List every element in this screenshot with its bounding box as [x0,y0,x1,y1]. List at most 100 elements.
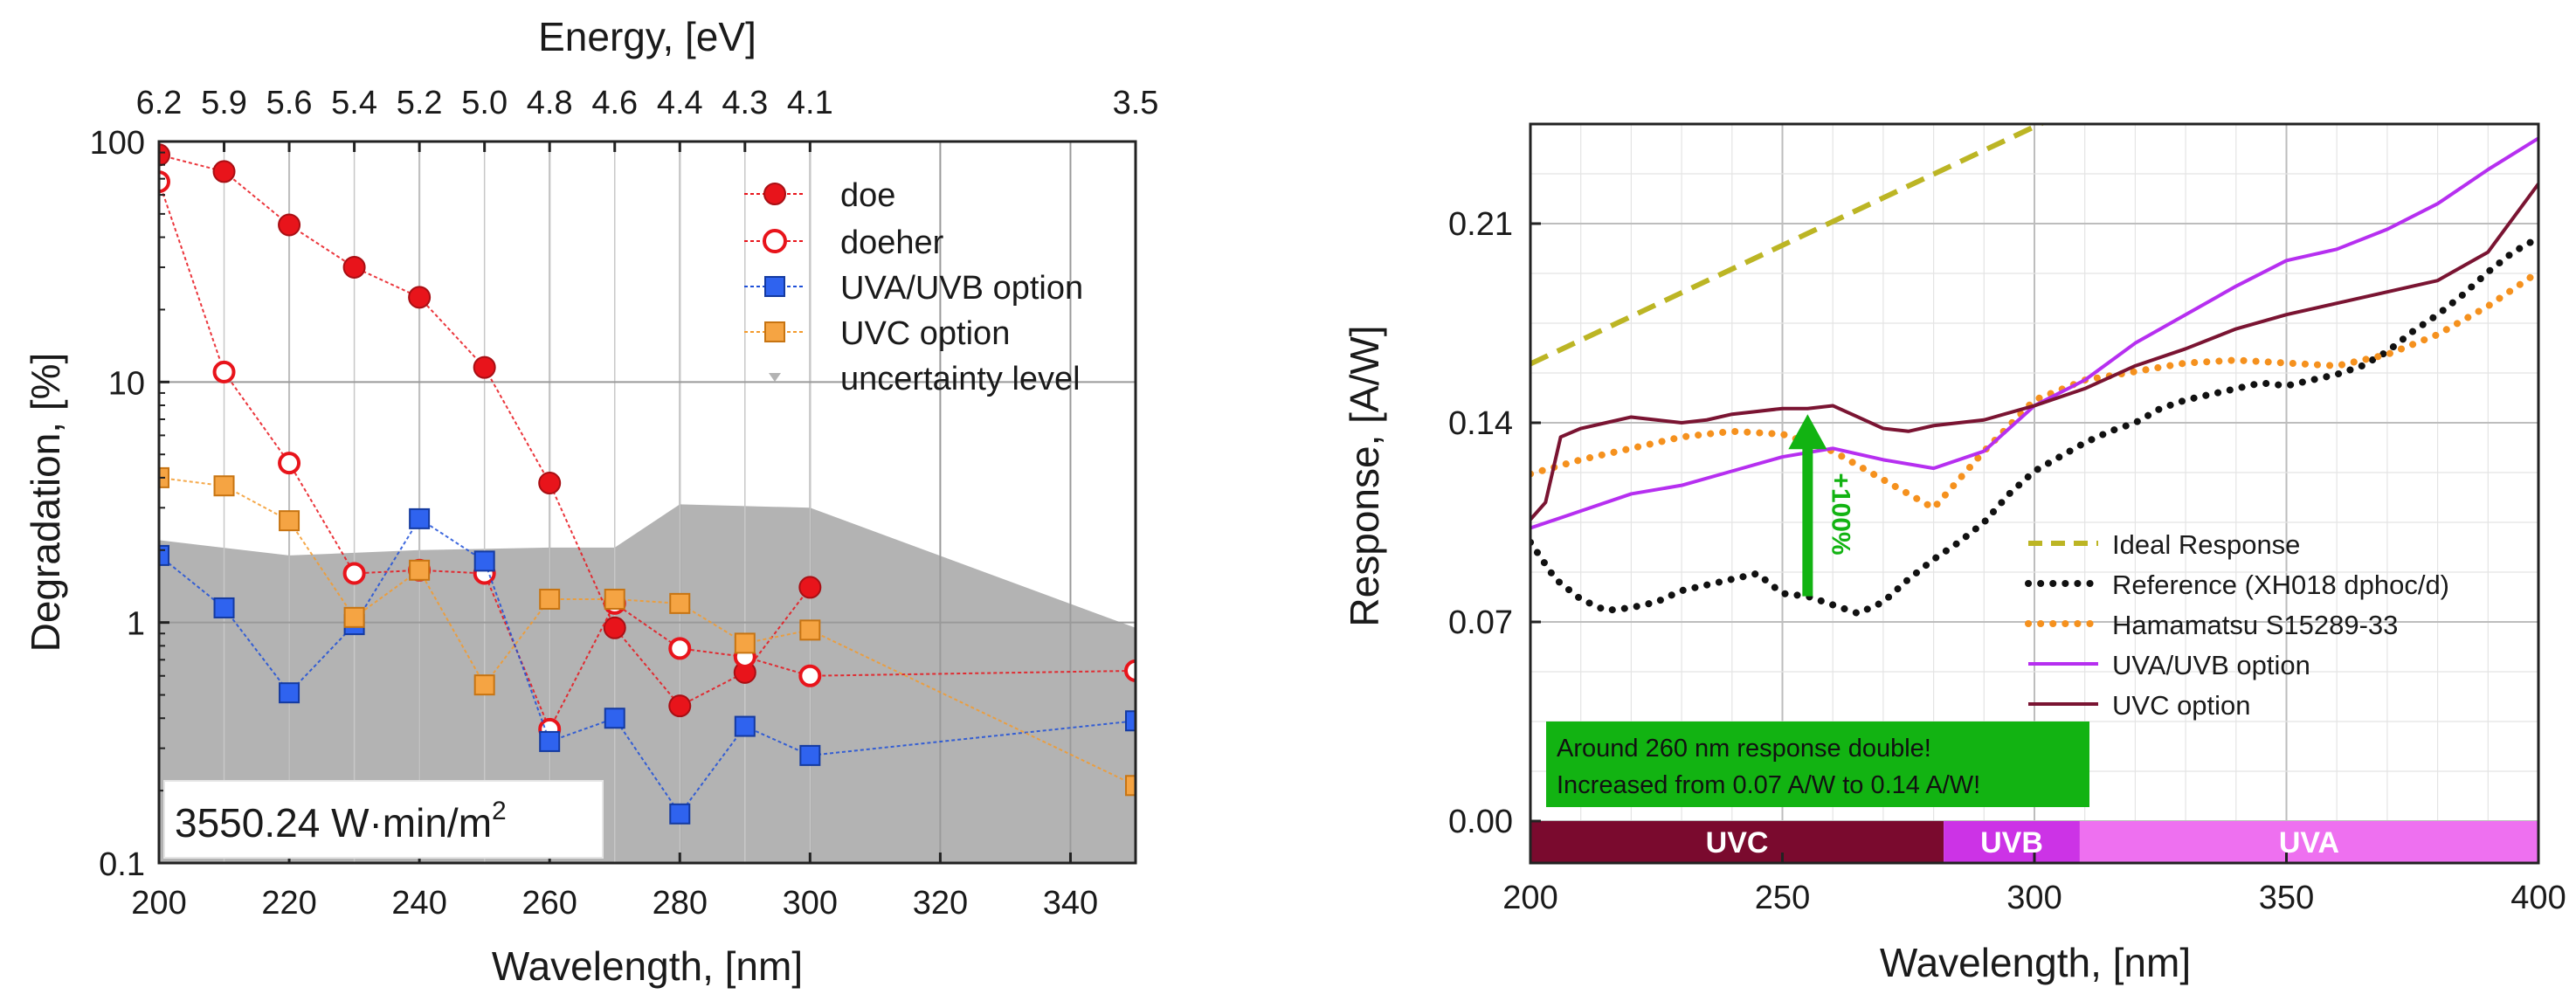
band-label-uvb: UVB [1980,826,2043,860]
left-x-tick-label: 240 [391,885,446,922]
legend-uvc-label: UVC option [2112,690,2251,721]
right-x-tick-label: 350 [2259,880,2314,916]
legend-doe-marker [763,183,786,205]
left-top-axis-title: Energy, [eV] [538,14,756,59]
data-point-uva-uvb-option [279,682,300,704]
left-top-tick-label: 4.3 [722,85,768,121]
uncertainty-level-area [159,504,1136,863]
left-x-tick-label: 340 [1043,885,1098,922]
dose-annotation: 3550.24 W·min/m2 [163,780,604,859]
data-point-uva-uvb-option [1125,710,1136,732]
series-uvc-option [1530,183,2538,521]
right-x-tick-label: 400 [2510,880,2566,916]
data-point-doeher [159,170,170,194]
left-x-tick-label: 220 [261,885,316,922]
right-x-tick-label: 300 [2006,880,2061,916]
data-point-uva-uvb-option [473,550,495,572]
data-point-doeher [342,562,366,585]
right-legend: Ideal Response Reference (XH018 dphoc/d)… [2025,529,2449,721]
legend-uvc-label: UVC option [840,315,1010,352]
left-top-tick-label: 3.5 [1113,85,1159,121]
legend-uncertainty-label: uncertainty level [840,361,1081,397]
legend-reference-label: Reference (XH018 dphoc/d) [2112,570,2449,600]
response-callout-line-2: Increased from 0.07 A/W to 0.14 A/W! [1557,771,1980,799]
data-point-uva-uvb-option [159,544,169,566]
legend-hamamatsu-label: Hamamatsu S15289-33 [2112,610,2398,640]
data-point-uva-uvb-option [604,708,625,729]
data-point-uvc-option [279,510,300,532]
data-point-doe [473,356,496,379]
right-ticks: 200 250 300 350 400 0.00 0.07 0.14 0.21 [1448,206,2566,916]
data-point-uvc-option [1125,775,1136,797]
wavelength-bands: UVC UVB UVA [1530,821,2538,863]
data-point-uvc-option [409,559,431,581]
left-plot-frame [157,140,1137,865]
series-reference-xh018-dphoc-d [1530,234,2538,618]
left-ticks: 200 220 240 260 280 300 320 340 0.1 1 10 100 6.2 5.9 5… [90,85,1159,922]
data-point-uvc-option [473,674,495,696]
right-x-tick-label: 200 [1502,880,1557,916]
data-point-doe [538,472,562,495]
left-top-tick-label: 4.4 [657,85,703,121]
data-point-doe [159,143,170,167]
data-point-uva-uvb-option [799,744,821,766]
data-point-uvc-option [213,475,235,497]
data-point-uva-uvb-option [669,803,691,825]
left-y-tick-label: 1 [127,606,145,643]
series-uva-uvb-option [159,507,1136,825]
legend-uvauvb-marker [764,276,785,297]
left-x-axis-title: Wavelength, [nm] [492,943,803,989]
right-y-axis-title: Response, [A/W] [1342,325,1387,626]
data-point-doe [408,286,432,309]
left-top-tick-label: 4.1 [787,85,833,121]
data-point-doeher [278,452,301,475]
left-y-tick-label: 0.1 [99,846,145,883]
dose-annotation-text: 3550.24 W·min/m2 [175,797,507,846]
left-top-tick-label: 4.6 [591,85,638,121]
increase-arrow-label: +100% [1826,473,1854,555]
left-top-tick-label: 5.6 [266,85,313,121]
data-point-doeher [668,637,692,660]
data-point-uvc-option [799,619,821,641]
increase-arrow: +100% [1788,414,1854,597]
data-point-uva-uvb-option [213,597,235,618]
legend-doe-label: doe [840,177,895,214]
data-point-uvc-option [734,632,756,654]
left-top-tick-label: 5.4 [331,85,377,121]
data-point-doeher [212,360,236,383]
series-line-uva-uvb-option [159,517,1136,816]
data-point-doe [212,160,236,183]
left-x-tick-label: 200 [131,885,186,922]
left-y-tick-label: 100 [90,125,145,162]
right-y-tick-label: 0.21 [1448,206,1513,243]
left-top-tick-label: 6.2 [136,85,183,121]
left-x-tick-label: 280 [653,885,708,922]
right-y-tick-label: 0.07 [1448,604,1513,641]
data-point-uva-uvb-option [409,507,431,529]
left-top-tick-label: 5.0 [461,85,508,121]
series-doe [159,143,822,718]
right-chart: UVC UVB UVA 200 250 300 350 400 0.00 0.07 0.14 0.2… [1342,122,2566,985]
right-x-axis-title: Wavelength, [nm] [1880,940,2191,985]
right-x-tick-label: 250 [1755,880,1810,916]
data-point-doe [342,255,366,279]
left-top-tick-label: 4.8 [527,85,573,121]
series-hamamatsu-s15289-33 [1530,268,2538,512]
data-point-doe [668,694,692,718]
legend-uvauvb-label: UVA/UVB option [840,270,1083,307]
data-point-doe [798,576,822,599]
left-top-tick-label: 5.9 [201,85,247,121]
band-label-uva: UVA [2279,826,2339,860]
left-x-tick-label: 260 [521,885,577,922]
legend-doeher-label: doeher [840,224,944,261]
data-point-uva-uvb-option [734,715,756,737]
left-series [159,143,1136,825]
data-point-uvc-option [343,606,365,628]
data-point-uvc-option [669,592,691,614]
left-grid [159,142,1136,863]
left-y-tick-label: 10 [108,365,145,402]
band-uvc [1530,821,1944,863]
data-point-doe [603,616,626,639]
left-legend: doe doeher UVA/UVB option UVC option unc… [744,177,1083,397]
